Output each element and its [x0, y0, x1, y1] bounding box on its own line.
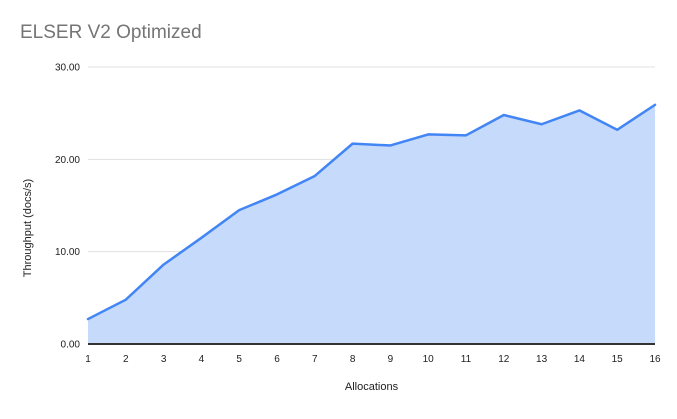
x-tick-label: 4 — [199, 354, 205, 365]
x-tick-label: 13 — [536, 354, 548, 365]
x-tick-label: 14 — [574, 354, 586, 365]
x-tick-label: 7 — [312, 354, 318, 365]
x-tick-label: 6 — [274, 354, 280, 365]
x-tick-label: 11 — [461, 354, 472, 365]
y-tick-label: 30.00 — [55, 63, 80, 74]
series-line — [86, 103, 657, 321]
y-tick-label: 20.00 — [55, 155, 80, 166]
x-tick-label: 10 — [423, 354, 435, 365]
y-axis-title: Throughput (docs/s) — [22, 178, 34, 278]
area-series-fill — [88, 104, 655, 345]
x-tick-label: 15 — [612, 354, 624, 365]
y-tick-label: 0.00 — [61, 340, 81, 351]
x-tick-label: 16 — [649, 354, 661, 365]
x-tick-label: 8 — [350, 354, 356, 365]
chart-title: ELSER V2 Optimized — [20, 22, 202, 43]
x-axis-title: Allocations — [344, 381, 399, 393]
x-tick-label: 12 — [498, 354, 510, 365]
x-tick-label: 1 — [85, 354, 91, 365]
x-tick-label: 9 — [388, 354, 394, 365]
x-tick-label: 2 — [123, 354, 129, 365]
y-tick-label: 10.00 — [55, 247, 80, 258]
x-tick-label: 5 — [236, 354, 242, 365]
x-tick-label: 3 — [161, 354, 167, 365]
